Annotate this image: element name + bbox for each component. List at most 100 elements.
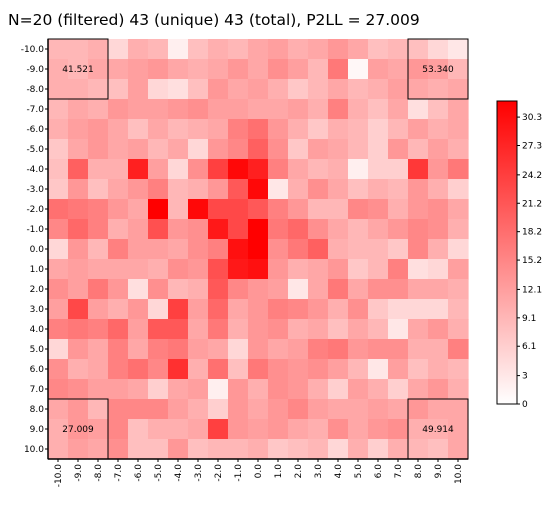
heatmap-cell (428, 379, 449, 400)
heatmap-cell (188, 339, 209, 360)
heatmap-cell (148, 219, 169, 240)
heatmap-cell (248, 79, 269, 100)
y-tick-label: 0.0 (30, 245, 45, 255)
heatmap-cell (128, 159, 149, 180)
x-tick-label: -7.0 (114, 464, 124, 482)
heatmap-cell (228, 159, 249, 180)
heatmap-cell (48, 99, 69, 120)
heatmap-cell (448, 439, 469, 460)
heatmap-cell (408, 439, 429, 460)
heatmap-cell (368, 39, 389, 60)
heatmap-cell (108, 359, 129, 380)
x-tick-label: -5.0 (154, 464, 164, 482)
y-tick-label: -8.0 (26, 85, 44, 95)
heatmap-cell (368, 399, 389, 420)
heatmap-cell (88, 319, 109, 340)
heatmap-cell (348, 319, 369, 340)
heatmap-cell (148, 239, 169, 260)
heatmap-cell (368, 259, 389, 280)
heatmap-cell (248, 299, 269, 320)
heatmap-cell (88, 339, 109, 360)
heatmap-cell (228, 379, 249, 400)
heatmap-cell (48, 359, 69, 380)
heatmap-cell (108, 279, 129, 300)
heatmap-cell (108, 239, 129, 260)
colorbar-tick-label: 30.3 (522, 113, 542, 123)
heatmap-cell (48, 239, 69, 260)
heatmap-cell (108, 319, 129, 340)
heatmap-cell (108, 419, 129, 440)
heatmap-cell (348, 219, 369, 240)
y-tick-label: 5.0 (30, 345, 45, 355)
heatmap-cell (88, 179, 109, 200)
heatmap-cell (228, 99, 249, 120)
heatmap-cell (248, 419, 269, 440)
heatmap-cell (268, 219, 289, 240)
heatmap-cell (288, 299, 309, 320)
heatmap-cell (268, 379, 289, 400)
heatmap-cell (268, 299, 289, 320)
heatmap-cell (348, 79, 369, 100)
heatmap-cell (308, 419, 329, 440)
heatmap-cell (168, 319, 189, 340)
heatmap-cell (148, 259, 169, 280)
x-tick-label: 10.0 (454, 464, 464, 484)
heatmap-cell (148, 439, 169, 460)
heatmap-cell (208, 59, 229, 80)
heatmap-cell (208, 79, 229, 100)
heatmap-cell (48, 219, 69, 240)
heatmap-cell (368, 59, 389, 80)
heatmap-cell (408, 399, 429, 420)
heatmap-cell (128, 239, 149, 260)
heatmap-cell (188, 239, 209, 260)
heatmap-cell (88, 439, 109, 460)
heatmap-cell (188, 79, 209, 100)
heatmap-cell (148, 419, 169, 440)
heatmap-cell (328, 199, 349, 220)
heatmap-cell (328, 39, 349, 60)
heatmap-cell (328, 59, 349, 80)
y-tick-label: 9.0 (30, 425, 45, 435)
heatmap-cell (128, 439, 149, 460)
heatmap-cell (408, 239, 429, 260)
heatmap-cell (428, 339, 449, 360)
heatmap-cell (368, 439, 389, 460)
heatmap-cell (168, 299, 189, 320)
heatmap-cell (448, 159, 469, 180)
colorbar-tick-label: 6.1 (522, 342, 536, 352)
heatmap-cell (408, 379, 429, 400)
heatmap-cell (188, 399, 209, 420)
heatmap-cell (208, 419, 229, 440)
heatmap-cell (388, 99, 409, 120)
heatmap-cell (328, 99, 349, 120)
heatmap-cell (328, 179, 349, 200)
heatmap-cell (208, 279, 229, 300)
heatmap-cell (348, 399, 369, 420)
heatmap-cell (408, 219, 429, 240)
heatmap-cell (388, 439, 409, 460)
heatmap-cell (388, 59, 409, 80)
heatmap-cell (48, 319, 69, 340)
x-tick-label: -6.0 (134, 464, 144, 482)
heatmap-cell (368, 379, 389, 400)
heatmap-cell (208, 39, 229, 60)
heatmap-cell (388, 179, 409, 200)
heatmap-cell (128, 39, 149, 60)
heatmap-cell (348, 259, 369, 280)
y-tick-label: 10.0 (24, 445, 44, 455)
heatmap-cell (308, 219, 329, 240)
heatmap-cell (88, 159, 109, 180)
heatmap-cell (68, 439, 89, 460)
heatmap-cell (208, 339, 229, 360)
colorbar-tick-label: 15.2 (522, 256, 542, 266)
heatmap-cell (68, 139, 89, 160)
heatmap-cell (388, 259, 409, 280)
heatmap-cell (48, 279, 69, 300)
heatmap-cell (168, 39, 189, 60)
heatmap-cell (308, 259, 329, 280)
x-tick-label: -1.0 (234, 464, 244, 482)
heatmap-cell (388, 159, 409, 180)
heatmap-cell (328, 79, 349, 100)
heatmap-cell (328, 439, 349, 460)
heatmap-cell (168, 119, 189, 140)
